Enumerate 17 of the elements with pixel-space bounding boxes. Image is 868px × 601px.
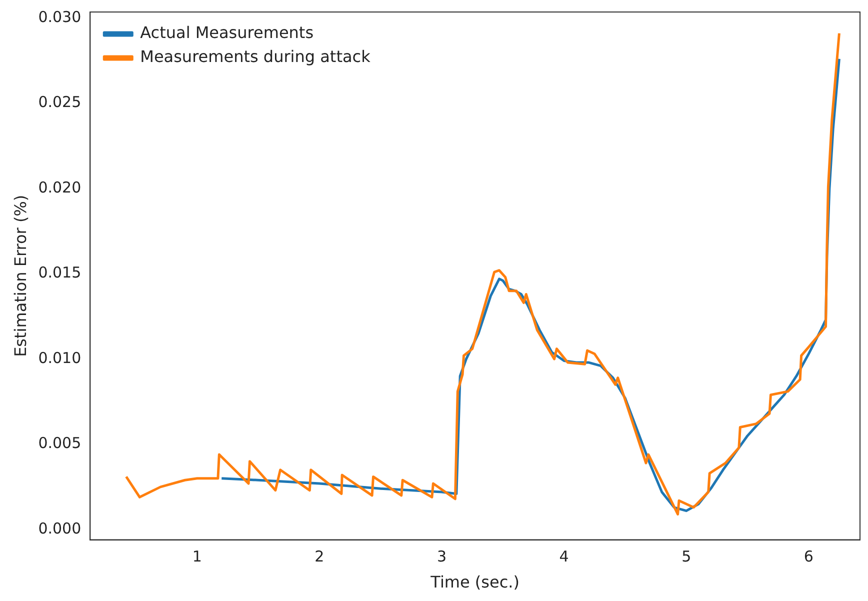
y-tick-label: 0.010 [38,348,82,367]
x-tick-label: 4 [559,548,569,566]
x-tick-label: 1 [192,548,202,566]
y-tick-label: 0.000 [38,519,82,538]
y-tick-label: 0.020 [38,178,82,196]
x-tick-label: 3 [436,548,447,566]
y-tick-label: 0.015 [38,264,82,282]
legend-label: Actual Measurements [140,23,314,42]
x-tick-label: 2 [314,548,324,566]
x-tick-label: 6 [804,548,814,566]
y-tick-label: 0.005 [38,434,82,452]
y-tick-label: 0.025 [38,93,82,112]
legend-label: Measurements during attack [140,47,372,66]
x-axis-title: Time (sec.) [430,572,520,592]
y-tick-label: 0.030 [38,8,82,26]
y-axis-title: Estimation Error (%) [10,194,30,357]
x-tick-label: 5 [682,548,692,566]
